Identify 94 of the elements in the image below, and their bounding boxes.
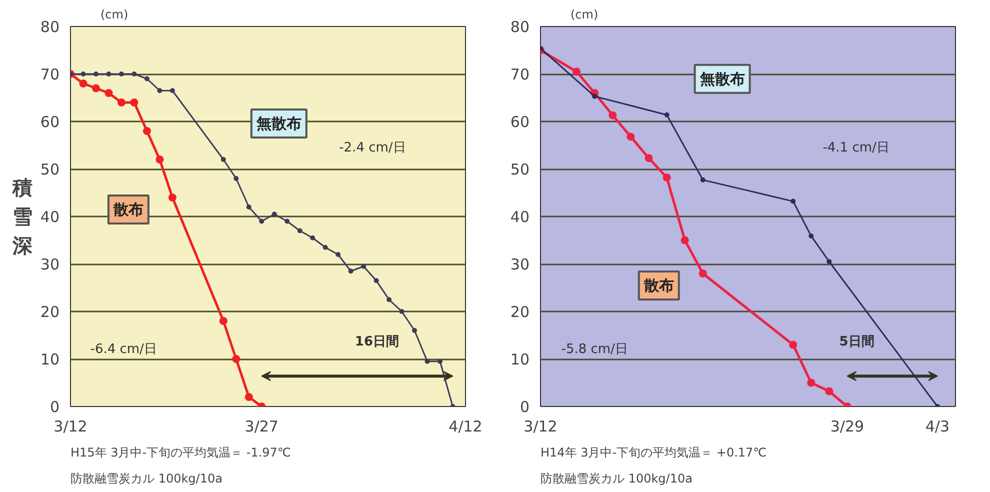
point xyxy=(826,259,832,264)
point xyxy=(272,212,277,217)
text: H14年 3月中-下旬の平均気温＝ +0.17℃ xyxy=(540,446,767,460)
point xyxy=(790,198,796,204)
point xyxy=(80,72,86,76)
point xyxy=(348,268,354,274)
point xyxy=(219,317,228,325)
point xyxy=(399,309,404,314)
y-tick-label: 50 xyxy=(40,160,60,178)
point xyxy=(220,157,226,162)
point xyxy=(700,177,706,182)
point xyxy=(142,127,151,135)
y-tick-label: 0 xyxy=(50,398,60,416)
y-tick-label: 40 xyxy=(510,208,530,226)
point xyxy=(244,393,253,401)
point xyxy=(807,378,816,387)
point xyxy=(246,204,252,210)
y-tick-label: 50 xyxy=(510,160,530,178)
point xyxy=(106,72,112,76)
x-tick-label: 3/12 xyxy=(54,418,88,436)
point xyxy=(284,218,290,224)
y-tick-label: 40 xyxy=(40,208,60,226)
point xyxy=(232,355,240,363)
y-tick-label: 30 xyxy=(40,256,60,274)
point xyxy=(336,252,341,257)
point xyxy=(608,111,617,120)
y-tick-label: 80 xyxy=(40,18,60,36)
x-tick-label: 4/12 xyxy=(448,418,482,436)
point xyxy=(132,72,137,76)
y-tick-label: 20 xyxy=(40,303,60,321)
point xyxy=(104,89,113,97)
y-tick-label: 60 xyxy=(510,113,530,131)
point xyxy=(118,72,124,76)
point xyxy=(424,358,430,364)
point xyxy=(130,98,138,106)
y-axis-title: 積雪深 xyxy=(11,176,34,258)
y-tick-label: 60 xyxy=(40,113,60,131)
point xyxy=(259,218,264,224)
annotation: -5.8 cm/日 xyxy=(561,342,628,358)
point xyxy=(234,176,239,181)
point xyxy=(572,68,581,76)
chart-subtitle: (cm) xyxy=(570,8,598,22)
y-tick-label: 10 xyxy=(40,350,60,368)
x-tick-label: 3/12 xyxy=(524,418,558,436)
text: H15年 3月中-下旬の平均気温＝ -1.97℃ xyxy=(70,446,291,460)
series-label: 散布 xyxy=(112,200,144,218)
text: 防散融雪炭カル 100kg/10a xyxy=(540,472,692,486)
point xyxy=(297,228,302,234)
annotation: -6.4 cm/日 xyxy=(90,342,157,358)
point xyxy=(644,154,653,162)
x-tick-label: 3/27 xyxy=(244,418,278,436)
y-tick-label: 10 xyxy=(510,350,530,368)
point xyxy=(662,174,671,182)
point xyxy=(156,156,164,164)
y-tick-label: 70 xyxy=(510,66,530,84)
x-tick-label: 4/3 xyxy=(925,418,950,436)
annotation: -2.4 cm/日 xyxy=(339,140,406,156)
point xyxy=(322,244,328,250)
annotation: 16日間 xyxy=(354,334,399,350)
point xyxy=(79,80,88,88)
point xyxy=(117,98,126,106)
point xyxy=(698,270,707,278)
text: 無散布 xyxy=(698,70,745,88)
point xyxy=(680,236,689,244)
point xyxy=(825,387,834,396)
point xyxy=(170,88,175,94)
text: 無散布 xyxy=(255,114,302,132)
point xyxy=(626,132,635,141)
point xyxy=(412,328,418,333)
y-tick-label: 30 xyxy=(510,256,530,274)
point xyxy=(374,278,379,284)
x-tick-label: 3/29 xyxy=(830,418,864,436)
point xyxy=(438,358,443,364)
chart-subtitle: (cm) xyxy=(100,8,128,22)
annotation: 5日間 xyxy=(839,334,874,350)
annotation: -4.1 cm/日 xyxy=(822,140,890,156)
y-tick-label: 80 xyxy=(510,18,530,36)
point xyxy=(386,297,392,302)
point xyxy=(592,94,598,99)
text: 防散融雪炭カル 100kg/10a xyxy=(70,472,222,486)
point xyxy=(93,72,98,76)
point xyxy=(664,112,670,118)
point xyxy=(361,264,366,269)
point xyxy=(92,84,100,92)
y-tick-label: 20 xyxy=(510,303,530,321)
series-label: 散布 xyxy=(642,276,674,294)
point xyxy=(310,235,316,240)
point xyxy=(144,76,150,82)
point xyxy=(168,194,176,202)
y-tick-label: 0 xyxy=(520,398,530,416)
point xyxy=(157,88,162,94)
point xyxy=(789,340,798,349)
y-tick-label: 70 xyxy=(40,66,60,84)
point xyxy=(808,233,814,238)
